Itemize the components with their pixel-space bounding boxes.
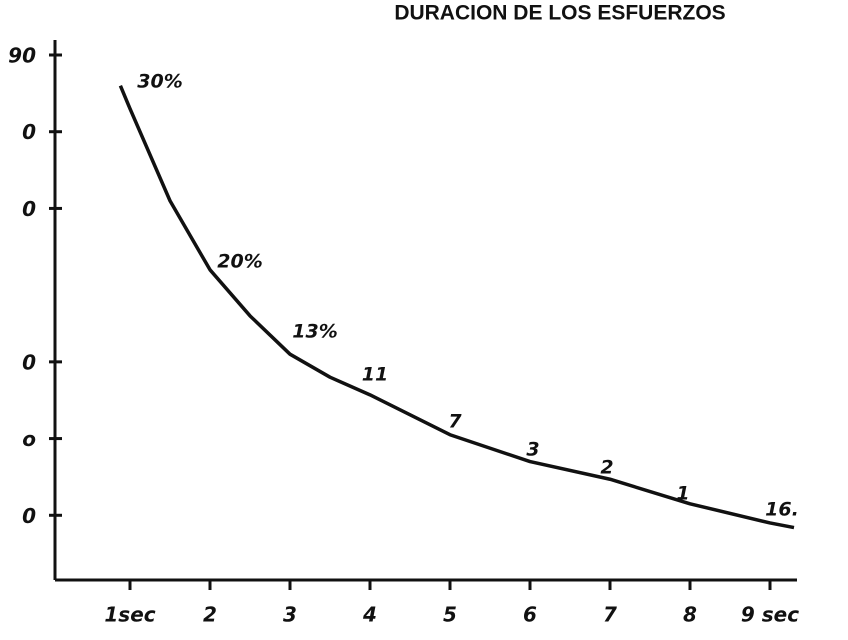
annotation: 3 (526, 439, 539, 461)
x-tick-label: 7 (603, 603, 617, 627)
chart: DURACION DE LOS ESFUERZOS 90 0 0 0 o 0 1sec 2 3 4… (0, 0, 848, 640)
x-tick-label: 9 sec (741, 603, 799, 627)
annotation: 7 (448, 411, 462, 433)
y-tick-label: 0 (22, 197, 36, 221)
annotation: 20% (217, 251, 262, 273)
x-tick-label: 1sec (104, 603, 155, 627)
x-tick-label: 4 (362, 603, 377, 627)
annotation: 16. (765, 499, 799, 521)
x-tick-label: 3 (283, 603, 297, 627)
x-tick-label: 5 (443, 603, 457, 627)
annotation: 30% (137, 71, 182, 93)
annotation: 2 (600, 457, 613, 479)
y-tick-label: 0 (22, 350, 36, 374)
y-tick-label: 0 (22, 120, 36, 144)
annotation: 1 (676, 483, 689, 505)
y-tick-label: 90 (8, 44, 36, 68)
curve (120, 86, 794, 528)
annotation: 13% (292, 321, 337, 343)
x-tick-label: 2 (203, 603, 217, 627)
annotation: 11 (362, 364, 388, 386)
x-tick-label: 6 (523, 603, 537, 627)
page: {"chart_data": { "type": "line", "title"… (0, 0, 848, 640)
x-tick-label: 8 (683, 603, 697, 627)
y-tick-label: 0 (22, 504, 36, 528)
chart-title: DURACION DE LOS ESFUERZOS (394, 2, 725, 25)
y-tick-label: o (22, 427, 36, 451)
